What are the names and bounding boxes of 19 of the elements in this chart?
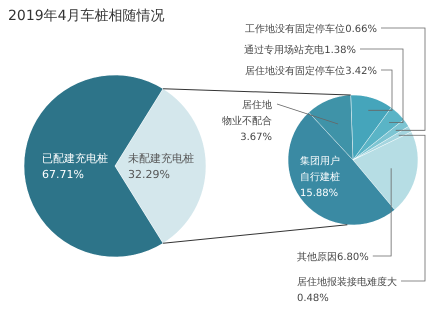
data-label: 6.80% [337, 252, 369, 263]
data-label: 1.38% [324, 45, 356, 56]
slice-label: 集团用户自行建桩 [300, 155, 340, 183]
slice-label: 居住地没有固定停车位 [245, 65, 346, 77]
slice-label: 工作地没有固定停车位 [245, 23, 346, 35]
data-label: 15.88% [300, 188, 338, 199]
slice-label: 居住地报装接电难度大 [297, 276, 397, 288]
data-label: 0.48% [297, 293, 329, 304]
data-label: 3.42% [345, 66, 377, 77]
chart-title: 2019年4月车桩相随情况 [8, 8, 165, 24]
slice-label: 通过专用场站充电 [244, 44, 324, 56]
data-label: 67.71% [42, 168, 84, 181]
slice-label: 居住地物业不配合 [222, 99, 272, 127]
data-label: 32.29% [128, 168, 170, 181]
slice-label: 已配建充电桩 [42, 152, 108, 165]
slice-label: 未配建充电桩 [128, 152, 194, 165]
slice-label: 其他原因 [297, 251, 337, 263]
data-label: 0.66% [345, 24, 377, 35]
data-label: 3.67% [240, 132, 272, 143]
